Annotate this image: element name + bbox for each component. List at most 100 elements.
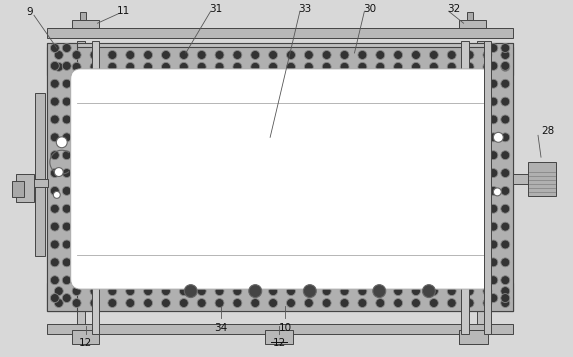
- Circle shape: [394, 50, 403, 59]
- Circle shape: [489, 293, 498, 302]
- Circle shape: [90, 62, 99, 71]
- Circle shape: [62, 186, 71, 195]
- Circle shape: [233, 62, 242, 71]
- Bar: [12, 181, 24, 197]
- Circle shape: [50, 258, 59, 267]
- Circle shape: [501, 50, 510, 59]
- Circle shape: [304, 50, 313, 59]
- Bar: [485, 43, 513, 311]
- Circle shape: [376, 287, 384, 296]
- Circle shape: [411, 287, 421, 296]
- Circle shape: [448, 62, 456, 71]
- Circle shape: [394, 62, 403, 71]
- Circle shape: [269, 298, 277, 307]
- Circle shape: [50, 204, 59, 213]
- Circle shape: [50, 222, 59, 231]
- Circle shape: [197, 50, 206, 59]
- Circle shape: [62, 169, 71, 177]
- Circle shape: [197, 298, 206, 307]
- Circle shape: [56, 137, 67, 148]
- Circle shape: [90, 287, 99, 296]
- Circle shape: [493, 132, 503, 142]
- Bar: [458, 330, 486, 344]
- Circle shape: [322, 287, 331, 296]
- Circle shape: [429, 62, 438, 71]
- Circle shape: [251, 62, 260, 71]
- Circle shape: [501, 115, 510, 124]
- Circle shape: [50, 44, 59, 52]
- Circle shape: [373, 285, 386, 298]
- Bar: [265, 330, 293, 344]
- Circle shape: [54, 287, 63, 296]
- Circle shape: [501, 240, 510, 249]
- Circle shape: [215, 298, 224, 307]
- Circle shape: [304, 287, 313, 296]
- Circle shape: [50, 133, 59, 142]
- Circle shape: [62, 44, 71, 52]
- Circle shape: [72, 62, 81, 71]
- Circle shape: [215, 62, 224, 71]
- Circle shape: [304, 62, 313, 71]
- Circle shape: [322, 298, 331, 307]
- Circle shape: [162, 287, 170, 296]
- Circle shape: [286, 50, 296, 59]
- Circle shape: [72, 50, 81, 59]
- Circle shape: [269, 62, 277, 71]
- Circle shape: [62, 79, 71, 88]
- Text: 12: 12: [79, 338, 92, 348]
- Circle shape: [501, 204, 510, 213]
- Circle shape: [501, 186, 510, 195]
- Circle shape: [489, 276, 498, 285]
- Circle shape: [483, 50, 492, 59]
- Circle shape: [185, 285, 197, 298]
- Circle shape: [304, 298, 313, 307]
- Circle shape: [50, 293, 59, 302]
- Circle shape: [125, 287, 135, 296]
- Circle shape: [54, 50, 63, 59]
- Circle shape: [233, 298, 242, 307]
- Circle shape: [108, 50, 117, 59]
- Bar: [484, 41, 492, 334]
- Circle shape: [251, 50, 260, 59]
- Text: 30: 30: [363, 4, 376, 14]
- Circle shape: [358, 62, 367, 71]
- Circle shape: [465, 287, 474, 296]
- Circle shape: [465, 50, 474, 59]
- Circle shape: [448, 287, 456, 296]
- Circle shape: [394, 298, 403, 307]
- Circle shape: [62, 133, 71, 142]
- Text: 33: 33: [298, 4, 312, 14]
- Circle shape: [465, 62, 474, 71]
- Circle shape: [50, 97, 59, 106]
- Circle shape: [125, 62, 135, 71]
- Circle shape: [62, 222, 71, 231]
- Circle shape: [493, 188, 501, 196]
- Circle shape: [179, 62, 189, 71]
- Circle shape: [501, 293, 510, 302]
- Circle shape: [179, 298, 189, 307]
- Circle shape: [144, 62, 152, 71]
- Circle shape: [340, 287, 349, 296]
- Circle shape: [54, 62, 63, 71]
- Bar: [72, 20, 100, 28]
- Circle shape: [233, 287, 242, 296]
- Text: 34: 34: [214, 323, 227, 333]
- Circle shape: [50, 240, 59, 249]
- Bar: [72, 330, 100, 344]
- Circle shape: [90, 50, 99, 59]
- Bar: [80, 12, 85, 20]
- Text: 10: 10: [278, 323, 292, 333]
- Bar: [16, 174, 34, 202]
- Circle shape: [448, 298, 456, 307]
- Circle shape: [251, 298, 260, 307]
- Circle shape: [179, 287, 189, 296]
- Circle shape: [411, 62, 421, 71]
- Circle shape: [249, 285, 262, 298]
- Circle shape: [90, 298, 99, 307]
- Bar: [513, 174, 533, 184]
- Circle shape: [340, 62, 349, 71]
- Circle shape: [62, 258, 71, 267]
- Circle shape: [501, 298, 510, 307]
- Circle shape: [62, 204, 71, 213]
- Circle shape: [483, 287, 492, 296]
